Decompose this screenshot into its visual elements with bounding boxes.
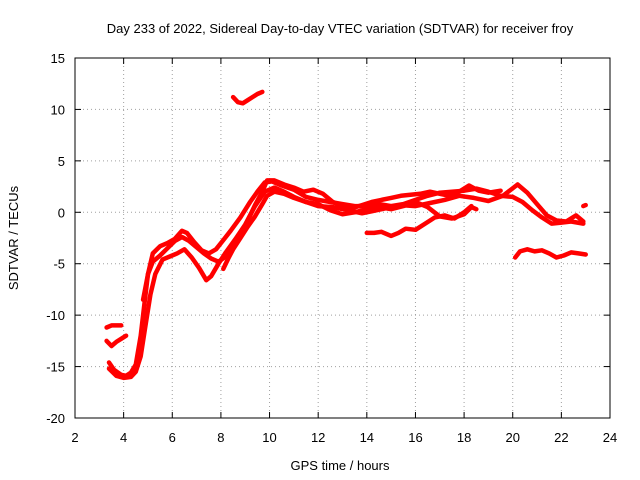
x-tick-label: 18 — [457, 430, 471, 445]
axis-ticks — [74, 57, 611, 419]
x-axis-label: GPS time / hours — [291, 458, 390, 473]
series-layer — [104, 89, 588, 381]
x-tick-label: 6 — [169, 430, 176, 445]
series-track-i — [104, 333, 129, 349]
grid-lines — [75, 58, 610, 418]
plot-frame — [74, 57, 611, 419]
y-tick-label: -5 — [53, 257, 65, 272]
chart-title: Day 233 of 2022, Sidereal Day-to-day VTE… — [107, 21, 574, 36]
x-tick-label: 24 — [603, 430, 617, 445]
y-tick-label: 10 — [51, 102, 65, 117]
x-tick-label: 12 — [311, 430, 325, 445]
x-tick-label: 10 — [262, 430, 276, 445]
series-track-g — [512, 247, 588, 260]
x-tick-label: 22 — [554, 430, 568, 445]
x-tick-label: 4 — [120, 430, 127, 445]
x-tick-label: 8 — [217, 430, 224, 445]
series-track-j — [581, 202, 588, 209]
series-track-c — [140, 178, 503, 302]
x-tick-label: 2 — [71, 430, 78, 445]
y-tick-label: 5 — [58, 154, 65, 169]
y-tick-label: 15 — [51, 51, 65, 66]
x-tick-label: 16 — [408, 430, 422, 445]
y-tick-label: -20 — [46, 411, 65, 426]
y-tick-label: 0 — [58, 205, 65, 220]
y-tick-labels: -20 -15 -10 -5 0 5 10 15 — [46, 51, 65, 426]
series-track-h — [104, 323, 124, 330]
x-tick-label: 14 — [360, 430, 374, 445]
series-track-e — [230, 89, 265, 106]
y-tick-label: -15 — [46, 360, 65, 375]
y-tick-label: -10 — [46, 308, 65, 323]
x-tick-label: 20 — [505, 430, 519, 445]
x-tick-labels: 2 4 6 8 10 12 14 16 18 20 22 24 — [71, 430, 617, 445]
series-track-f — [364, 203, 474, 239]
series-track-d — [221, 189, 479, 272]
y-axis-label: SDTVAR / TECUs — [6, 185, 21, 290]
